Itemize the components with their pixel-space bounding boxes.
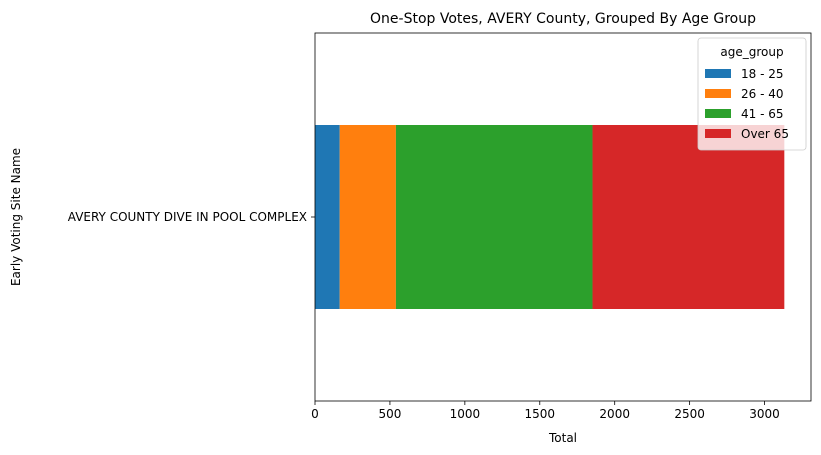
x-axis: 0 500 1000 1500 2000 2500 3000: [311, 401, 780, 421]
bar-segment-3: [592, 125, 785, 309]
bars-layer: [315, 125, 785, 309]
y-tick-label-0: AVERY COUNTY DIVE IN POOL COMPLEX: [68, 210, 307, 224]
x-tick-label-4: 2000: [599, 407, 630, 421]
legend-swatch-1: [705, 89, 731, 98]
legend-swatch-0: [705, 69, 731, 78]
legend-entry-3: Over 65: [741, 127, 789, 141]
legend-entry-1: 26 - 40: [741, 87, 784, 101]
chart-title: One-Stop Votes, AVERY County, Grouped By…: [370, 11, 756, 27]
x-tick-label-3: 1500: [525, 407, 556, 421]
bar-segment-1: [339, 125, 396, 309]
x-tick-label-5: 2500: [674, 407, 705, 421]
legend: age_group 18 - 25 26 - 40 41 - 65 Over 65: [697, 37, 807, 151]
legend-frame: [697, 37, 807, 151]
legend-title: age_group: [720, 45, 783, 59]
x-tick-label-2: 1000: [450, 407, 481, 421]
x-tick-label-0: 0: [311, 407, 319, 421]
legend-swatch-2: [705, 109, 731, 118]
y-axis: AVERY COUNTY DIVE IN POOL COMPLEX: [68, 210, 315, 224]
x-axis-label: Total: [548, 431, 577, 445]
bar-segment-2: [395, 125, 593, 309]
legend-entry-2: 41 - 65: [741, 107, 784, 121]
y-axis-label: Early Voting Site Name: [9, 148, 23, 286]
x-tick-label-1: 500: [378, 407, 401, 421]
legend-swatch-3: [705, 129, 731, 138]
bar-segment-0: [315, 125, 340, 309]
x-tick-label-6: 3000: [749, 407, 780, 421]
legend-entry-0: 18 - 25: [741, 67, 784, 81]
